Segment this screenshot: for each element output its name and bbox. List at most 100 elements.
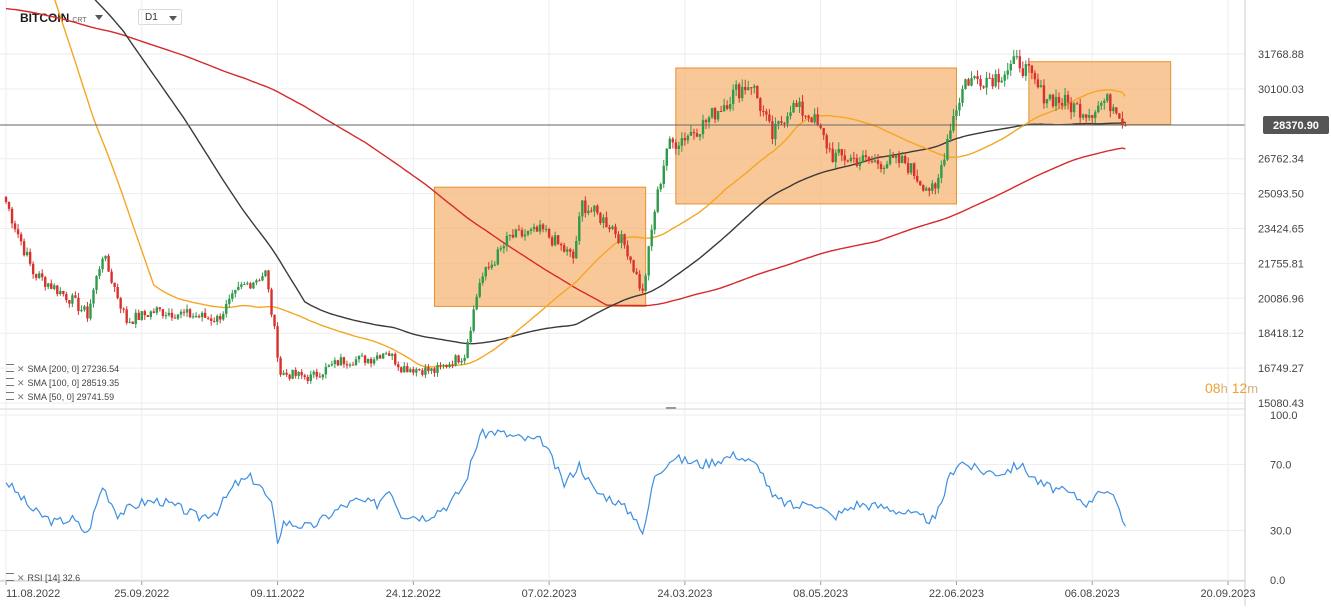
candle-body <box>931 183 934 191</box>
menu-icon[interactable] <box>6 573 14 581</box>
menu-icon[interactable] <box>6 392 14 400</box>
candle-body <box>86 306 89 319</box>
candle-body <box>155 307 159 313</box>
y-tick-label: 23424.65 <box>1258 224 1304 236</box>
candle-body <box>771 121 774 140</box>
candle-body <box>985 77 988 88</box>
close-icon[interactable]: ✕ <box>17 573 25 583</box>
legend-rsi[interactable]: ✕ RSI [14] 32.6 <box>6 573 80 584</box>
close-icon[interactable]: ✕ <box>17 392 25 402</box>
candle-body <box>1091 115 1094 118</box>
candle-body <box>366 358 370 363</box>
menu-icon[interactable] <box>6 364 14 372</box>
candle-body <box>964 79 967 89</box>
candle-body <box>291 369 294 379</box>
candle-body <box>279 357 282 375</box>
candle-body <box>234 289 237 294</box>
candle-body <box>1009 63 1012 71</box>
candle-body <box>1048 94 1052 100</box>
candle-body <box>228 298 231 304</box>
y-tick-label: 30100.03 <box>1258 84 1304 96</box>
candle-body <box>816 114 819 126</box>
candle-body <box>463 357 466 361</box>
candle-body <box>1012 56 1015 64</box>
rsi-tick-label: 30.0 <box>1270 526 1291 538</box>
legend-sma200[interactable]: ✕ SMA [200, 0] 27236.54 <box>6 364 119 375</box>
timeframe-value: D1 <box>145 12 158 23</box>
candle-body <box>197 316 201 318</box>
candle-body <box>1036 79 1040 88</box>
legend-sma100[interactable]: ✕ SMA [100, 0] 28519.35 <box>6 378 119 389</box>
candle-body <box>152 311 156 313</box>
candle-body <box>125 309 128 323</box>
chevron-down-icon[interactable] <box>94 15 103 20</box>
candle-body <box>28 251 32 264</box>
candle-body <box>119 298 122 309</box>
candle-body <box>1121 118 1124 125</box>
candle-body <box>185 309 189 313</box>
candle-body <box>891 155 895 158</box>
candle-body <box>529 229 533 232</box>
candle-body <box>318 376 321 378</box>
candle-body <box>970 78 973 86</box>
candle-body <box>575 240 578 259</box>
candle-body <box>617 234 620 244</box>
candle-body <box>191 316 195 318</box>
candle-body <box>415 369 418 373</box>
candle-body <box>469 330 472 343</box>
candle-body <box>626 245 629 257</box>
candle-body <box>384 353 388 355</box>
timeframe-select[interactable]: D1 <box>138 9 182 25</box>
candle-body <box>786 116 789 124</box>
candle-body <box>1063 94 1067 106</box>
candle-body <box>41 273 44 278</box>
candle-body <box>659 184 662 190</box>
chevron-down-icon[interactable] <box>169 16 177 21</box>
candle-body <box>581 200 584 217</box>
legend-sma50[interactable]: ✕ SMA [50, 0] 29741.59 <box>6 392 114 403</box>
candle-body <box>270 289 273 315</box>
candle-body <box>330 364 334 366</box>
candle-body <box>403 366 406 373</box>
candle-body <box>532 226 536 230</box>
candle-body <box>593 205 596 212</box>
candle-body <box>538 224 542 232</box>
symbol-selector[interactable]: BITCOIN CRT <box>20 11 103 25</box>
candle-body <box>641 288 644 291</box>
candle-body <box>1088 115 1091 118</box>
candle-body <box>822 128 825 136</box>
candle-body <box>315 371 318 377</box>
candle-body <box>686 135 690 141</box>
candle-body <box>1075 103 1079 105</box>
candle-body <box>176 314 180 319</box>
candle-body <box>843 155 847 161</box>
x-tick-label: 24.03.2023 <box>657 588 712 600</box>
sma200-line <box>5 7 1126 307</box>
candle-body <box>520 230 524 237</box>
candle-body <box>466 342 469 358</box>
menu-icon[interactable] <box>6 378 14 386</box>
candle-body <box>852 157 856 159</box>
candle-body <box>900 156 904 163</box>
candle-body <box>934 183 937 189</box>
candle-body <box>167 312 171 316</box>
candle-body <box>547 229 551 238</box>
close-icon[interactable]: ✕ <box>17 364 25 374</box>
candle-body <box>677 145 681 149</box>
candle-body <box>861 155 865 163</box>
candle-body <box>394 353 397 365</box>
candle-body <box>1060 103 1064 106</box>
candle-body <box>602 217 605 223</box>
candle-body <box>363 355 367 363</box>
candle-body <box>569 249 572 252</box>
highlight-box <box>433 186 647 307</box>
candle-body <box>354 359 358 366</box>
candle-body <box>34 274 38 278</box>
close-icon[interactable]: ✕ <box>17 378 25 388</box>
candle-body <box>25 251 29 256</box>
rsi-line <box>5 427 1126 544</box>
candle-body <box>885 164 889 169</box>
candle-body <box>517 229 521 231</box>
